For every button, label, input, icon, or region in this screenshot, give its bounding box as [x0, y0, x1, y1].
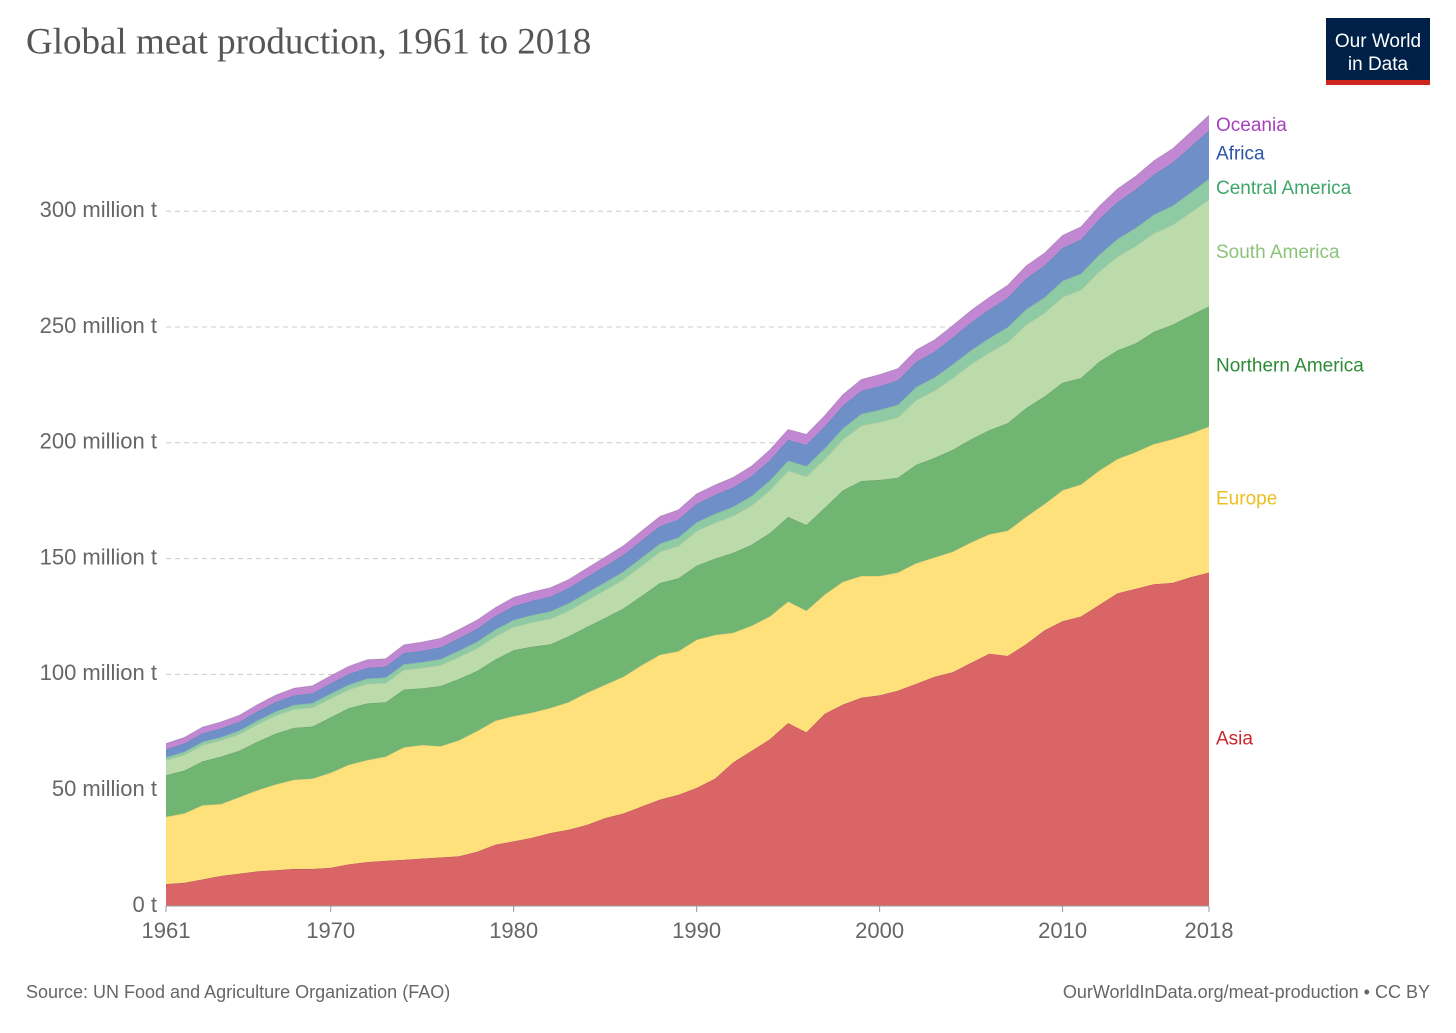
- series-label: Asia: [1216, 728, 1253, 749]
- y-tick-label: 0 t: [133, 892, 157, 917]
- area-edge: [165, 178, 1210, 758]
- area: [166, 572, 1209, 906]
- source: Source: UN Food and Agriculture Organiza…: [26, 982, 450, 1002]
- series-label: Oceania: [1216, 115, 1287, 136]
- series-label: South America: [1216, 242, 1340, 263]
- x-tick-label: 1990: [672, 918, 721, 943]
- series-label: Northern America: [1216, 355, 1364, 376]
- area-edge: [165, 426, 1210, 818]
- credit: OurWorldInData.org/meat-production • CC …: [1063, 982, 1430, 1002]
- area-edge: [165, 114, 1210, 744]
- series-label: Central America: [1216, 178, 1352, 199]
- logo-text: in Data: [1348, 54, 1409, 75]
- x-tick-label: 1970: [306, 918, 355, 943]
- series-label: Europe: [1216, 489, 1277, 510]
- y-tick-label: 250 million t: [40, 313, 157, 338]
- y-tick-label: 100 million t: [40, 660, 157, 685]
- logo: Our World in Data: [1326, 18, 1430, 85]
- area: [166, 306, 1209, 817]
- chart-title: Global meat production, 1961 to 2018: [26, 21, 591, 62]
- series-label: Africa: [1216, 143, 1265, 164]
- x-tick-label: 2018: [1185, 918, 1234, 943]
- y-tick-label: 200 million t: [40, 429, 157, 454]
- logo-box: [1326, 18, 1430, 80]
- logo-bar: [1326, 80, 1430, 85]
- y-tick-label: 300 million t: [40, 197, 157, 222]
- y-tick-label: 50 million t: [52, 776, 157, 801]
- x-tick-label: 1980: [489, 918, 538, 943]
- x-tick-label: 2000: [855, 918, 904, 943]
- y-tick-label: 150 million t: [40, 544, 157, 569]
- area: [166, 426, 1209, 884]
- x-tick-label: 2010: [1038, 918, 1087, 943]
- logo-text: Our World: [1335, 31, 1421, 52]
- x-tick-label: 1961: [142, 918, 191, 943]
